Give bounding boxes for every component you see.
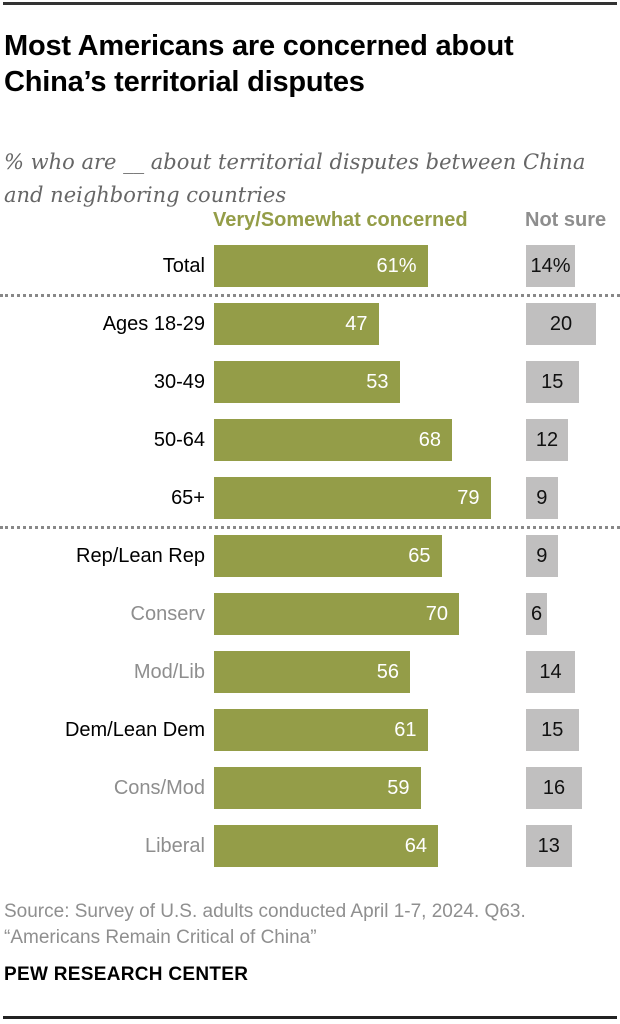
- concerned-bar: 65: [214, 535, 442, 577]
- concerned-bar: 64: [214, 825, 438, 867]
- not-sure-bar: 13: [526, 825, 572, 867]
- chart-row: Liberal 64 13: [0, 825, 620, 867]
- concerned-bar: 47: [214, 303, 379, 345]
- not-sure-bar: 9: [526, 477, 558, 519]
- page-subtitle: % who are __ about territorial disputes …: [4, 146, 610, 212]
- row-label: 50-64: [153, 429, 205, 451]
- concerned-bar: 61%: [214, 245, 428, 287]
- row-label: Cons/Mod: [113, 777, 205, 799]
- row-label: Conserv: [130, 603, 205, 625]
- source-line-1: Source: Survey of U.S. adults conducted …: [4, 901, 526, 922]
- chart-row: Dem/Lean Dem 61 15: [0, 709, 620, 751]
- concerned-bar: 59: [214, 767, 421, 809]
- concerned-bar-value: 64: [404, 835, 427, 857]
- chart-row: 65+ 79 9: [0, 477, 620, 519]
- bottom-divider: [3, 1016, 617, 1019]
- not-sure-bar: 9: [526, 535, 558, 577]
- row-label: 65+: [171, 487, 205, 509]
- row-label: Rep/Lean Rep: [76, 545, 205, 567]
- chart-row: Rep/Lean Rep 65 9: [0, 535, 620, 577]
- page-title: Most Americans are concerned about China…: [4, 28, 610, 100]
- not-sure-bar: 15: [526, 361, 579, 403]
- concerned-bar: 56: [214, 651, 410, 693]
- not-sure-bar: 12: [526, 419, 568, 461]
- row-label: Liberal: [144, 835, 205, 857]
- dotted-separator: [0, 526, 620, 529]
- concerned-bar: 70: [214, 593, 459, 635]
- chart-row: 30-49 53 15: [0, 361, 620, 403]
- dotted-separator: [0, 294, 620, 297]
- concerned-bar-value: 53: [366, 371, 389, 393]
- page-title-line-2: China’s territorial disputes: [4, 66, 365, 98]
- row-label: Ages 18-29: [102, 313, 205, 335]
- chart-row: Mod/Lib 56 14: [0, 651, 620, 693]
- concerned-bar-value: 65: [408, 545, 431, 567]
- concerned-bar-value: 56: [376, 661, 399, 683]
- not-sure-bar: 20: [526, 303, 596, 345]
- legend-not-sure-label: Not sure: [525, 209, 607, 231]
- not-sure-bar: 16: [526, 767, 582, 809]
- concerned-bar: 53: [214, 361, 400, 403]
- chart-row: Total 61% 14%: [0, 245, 620, 287]
- concerned-bar: 61: [214, 709, 428, 751]
- legend-concerned-label: Very/Somewhat concerned: [213, 209, 468, 231]
- not-sure-bar: 14%: [526, 245, 575, 287]
- top-divider: [3, 2, 617, 5]
- page-subtitle-line-1: % who are __ about territorial disputes …: [4, 150, 586, 174]
- source-note: Source: Survey of U.S. adults conducted …: [4, 899, 610, 951]
- concerned-bar: 79: [214, 477, 491, 519]
- concerned-bar-value: 59: [387, 777, 410, 799]
- concerned-bar-value: 79: [457, 487, 480, 509]
- not-sure-bar: 15: [526, 709, 579, 751]
- row-label: Dem/Lean Dem: [64, 719, 205, 741]
- concerned-bar-value: 68: [418, 429, 441, 451]
- concerned-bar-value: 47: [345, 313, 368, 335]
- brand-name: PEW RESEARCH CENTER: [4, 964, 249, 985]
- page-subtitle-line-2: and neighboring countries: [4, 183, 287, 207]
- chart-row: Ages 18-29 47 20: [0, 303, 620, 345]
- row-label: Mod/Lib: [133, 661, 205, 683]
- chart-row: Conserv 70 6: [0, 593, 620, 635]
- chart-row: 50-64 68 12: [0, 419, 620, 461]
- page-title-line-1: Most Americans are concerned about: [4, 30, 514, 62]
- not-sure-bar: 6: [526, 593, 547, 635]
- not-sure-bar: 14: [526, 651, 575, 693]
- concerned-bar-value: 70: [425, 603, 448, 625]
- chart-row: Cons/Mod 59 16: [0, 767, 620, 809]
- concerned-bar: 68: [214, 419, 452, 461]
- source-line-2: “Americans Remain Critical of China”: [4, 927, 317, 948]
- concerned-bar-value: 61%: [376, 255, 417, 277]
- concerned-bar-value: 61: [394, 719, 417, 741]
- row-label: 30-49: [153, 371, 205, 393]
- row-label: Total: [162, 255, 205, 277]
